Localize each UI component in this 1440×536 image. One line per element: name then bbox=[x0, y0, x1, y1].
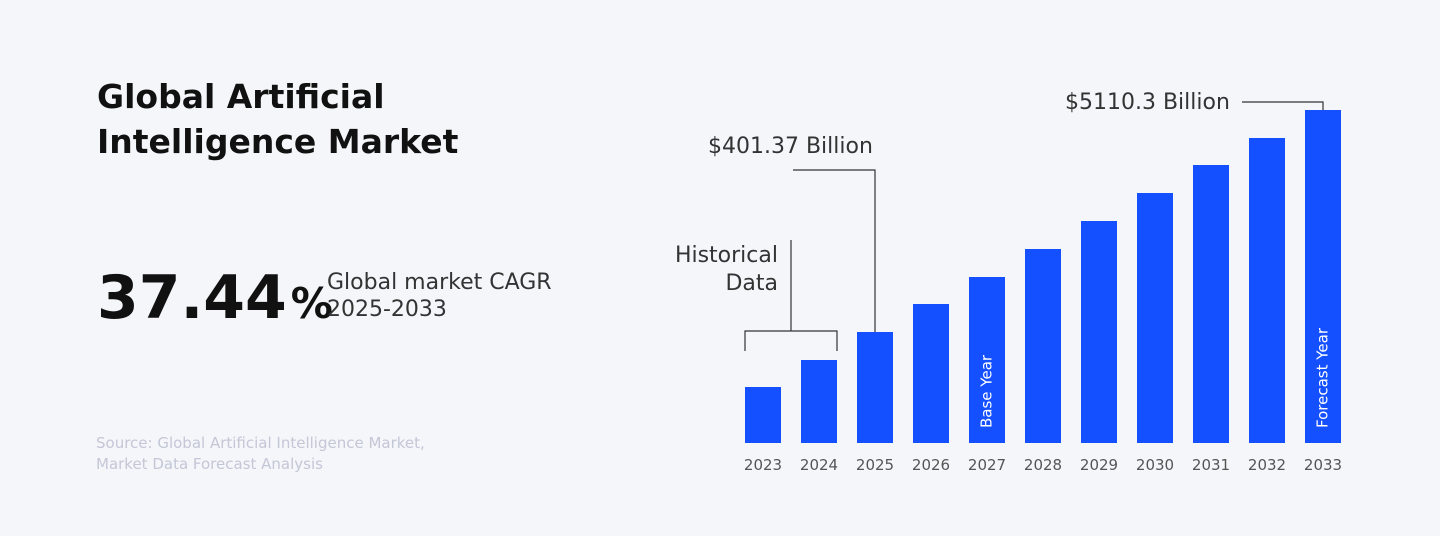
x-tick-label: 2024 bbox=[800, 456, 838, 474]
bar bbox=[1249, 138, 1285, 443]
bar-label: Base Year bbox=[978, 354, 996, 428]
bar bbox=[1025, 249, 1061, 443]
bar bbox=[1193, 165, 1229, 443]
x-tick-label: 2029 bbox=[1080, 456, 1118, 474]
x-tick-label: 2031 bbox=[1192, 456, 1230, 474]
historical-label: Data bbox=[725, 271, 778, 296]
cagr-label: Global market CAGR bbox=[327, 270, 552, 295]
title-line: Intelligence Market bbox=[97, 122, 459, 161]
historical-bracket bbox=[744, 240, 838, 351]
bar bbox=[913, 304, 949, 443]
x-tick-label: 2025 bbox=[856, 456, 894, 474]
cagr-label: 2025-2033 bbox=[327, 297, 447, 322]
bar-label: Forecast Year bbox=[1314, 327, 1332, 428]
source: Market Data Forecast Analysis bbox=[96, 455, 323, 473]
bar bbox=[1081, 221, 1117, 443]
bar bbox=[1305, 110, 1341, 443]
callout: $5110.3 Billion bbox=[1065, 90, 1230, 115]
cagr-unit: % bbox=[291, 279, 333, 328]
x-tick-label: 2027 bbox=[968, 456, 1006, 474]
x-tick-label: 2033 bbox=[1304, 456, 1342, 474]
bar bbox=[801, 360, 837, 443]
bar bbox=[1137, 193, 1173, 443]
bar bbox=[969, 277, 1005, 443]
historical-label: Historical bbox=[675, 243, 778, 268]
cagr-value: 37.44% bbox=[97, 263, 333, 333]
bar bbox=[745, 387, 781, 443]
x-tick-label: 2030 bbox=[1136, 456, 1174, 474]
callout-line bbox=[1242, 101, 1324, 110]
cagr-number: 37.44 bbox=[97, 263, 287, 333]
callout: $401.37 Billion bbox=[708, 134, 873, 159]
x-tick-label: 2028 bbox=[1024, 456, 1062, 474]
x-tick-label: 2032 bbox=[1248, 456, 1286, 474]
x-tick-label: 2026 bbox=[912, 456, 950, 474]
x-tick-label: 2023 bbox=[744, 456, 782, 474]
title-line: Global Artificial bbox=[97, 77, 385, 116]
source: Source: Global Artificial Intelligence M… bbox=[96, 434, 425, 452]
callout-line bbox=[793, 169, 876, 332]
bar bbox=[857, 332, 893, 443]
